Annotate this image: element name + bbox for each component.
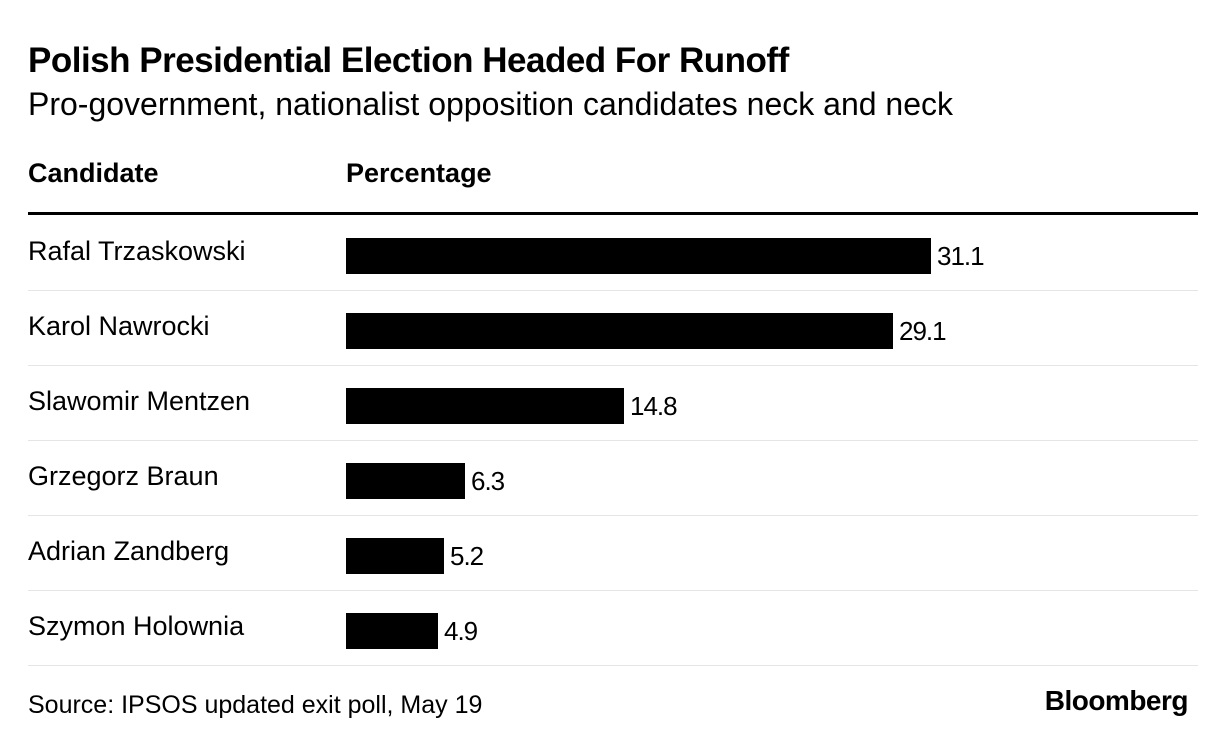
chart-subtitle: Pro-government, nationalist opposition c… [28,86,954,122]
source-note: Source: IPSOS updated exit poll, May 19 [28,691,483,719]
bar-value-label: 4.9 [444,616,478,646]
bar [346,388,624,424]
candidate-label: Adrian Zandberg [28,536,230,566]
bar [346,313,893,349]
bar [346,538,444,574]
bar-value-label: 29.1 [899,316,947,346]
row-divider [28,665,1198,666]
bar [346,613,438,649]
bar-value-label: 14.8 [630,391,678,421]
row-divider [28,365,1198,366]
candidate-label: Grzegorz Braun [28,461,219,491]
bar-row: Szymon Holownia 4.9 [28,591,1198,666]
bar [346,463,465,499]
header-rule [28,212,1198,215]
bar-row: Adrian Zandberg 5.2 [28,516,1198,591]
row-divider [28,440,1198,441]
candidate-label: Rafal Trzaskowski [28,236,246,266]
row-divider [28,515,1198,516]
bar-row: Grzegorz Braun 6.3 [28,441,1198,516]
column-header-percentage: Percentage [346,158,492,188]
candidate-label: Karol Nawrocki [28,311,210,341]
bar [346,238,931,274]
candidate-label: Slawomir Mentzen [28,386,251,416]
bar-row: Karol Nawrocki 29.1 [28,291,1198,366]
bar-value-label: 31.1 [937,241,985,271]
row-divider [28,290,1198,291]
candidate-label: Szymon Holownia [28,611,245,641]
bar-row: Rafal Trzaskowski 31.1 [28,216,1198,291]
bar-value-label: 6.3 [471,466,505,496]
column-header-candidate: Candidate [28,158,159,188]
chart-title: Polish Presidential Election Headed For … [28,41,789,80]
row-divider [28,590,1198,591]
bloomberg-logo: Bloomberg [1044,685,1189,716]
bar-row: Slawomir Mentzen 14.8 [28,366,1198,441]
bar-value-label: 5.2 [450,541,484,571]
